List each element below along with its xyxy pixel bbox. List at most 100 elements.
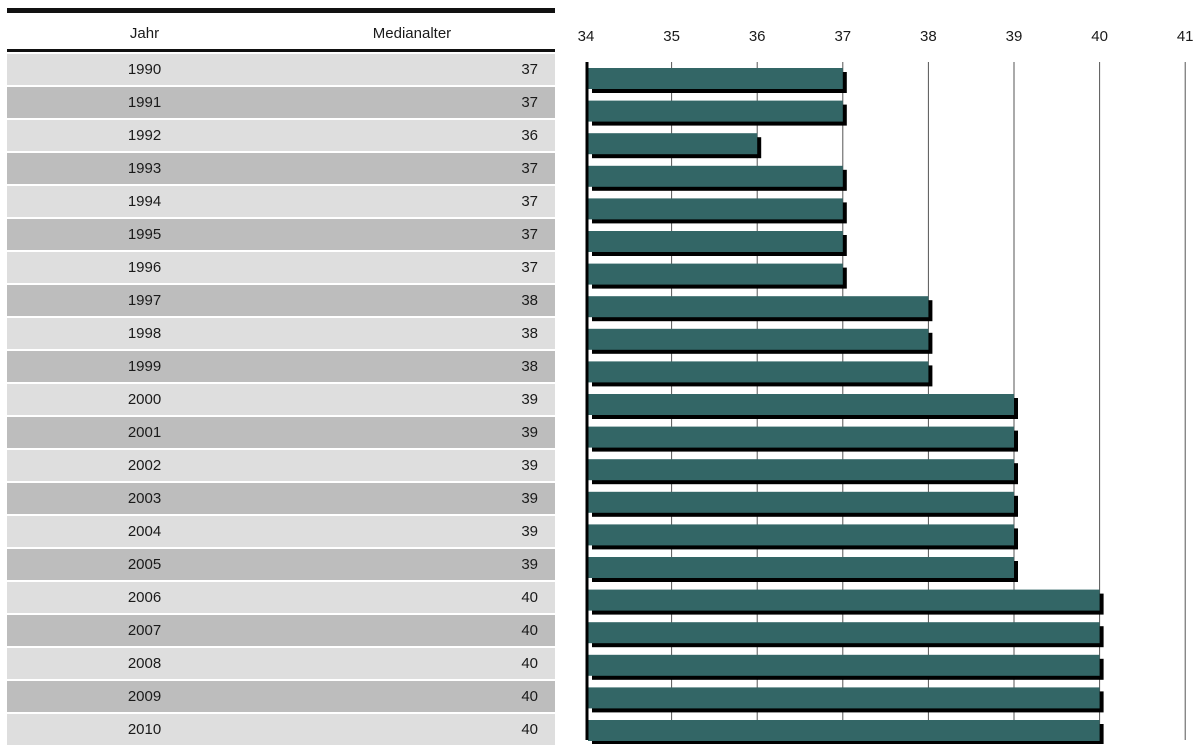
table-cell-year: 1992 [127, 127, 162, 144]
bar [588, 165, 843, 187]
bar [588, 720, 1100, 741]
table-cell-median-age: 39 [521, 490, 538, 507]
bar [588, 263, 843, 285]
x-tick-label: 38 [920, 28, 937, 45]
bar [588, 133, 758, 155]
table-row: 2006 40 [7, 582, 555, 613]
table-cell-year: 2005 [127, 556, 162, 573]
table-cell-median-age: 36 [521, 127, 538, 144]
bar [588, 557, 1014, 578]
table-cell-year: 1996 [127, 259, 162, 276]
bar [588, 100, 843, 122]
bar [588, 589, 1100, 611]
table-row: 2005 39 [7, 549, 555, 580]
bar [588, 361, 929, 383]
table-cell-year: 2010 [127, 721, 162, 738]
bar [588, 491, 1014, 513]
table-cell-median-age: 37 [521, 193, 538, 210]
table-cell-year: 1999 [127, 358, 162, 375]
chart-svg: 34 35 36 37 38 39 40 41 [578, 28, 1194, 744]
bar [588, 394, 1014, 415]
bar [588, 622, 1100, 644]
table-cell-year: 2000 [127, 391, 162, 408]
table-cell-median-age: 40 [521, 688, 538, 705]
table-cell-median-age: 37 [521, 259, 538, 276]
table-cell-year: 2002 [127, 457, 162, 474]
table-cell-year: 1993 [127, 160, 162, 177]
table-cell-median-age: 37 [521, 226, 538, 243]
table-cell-year: 1995 [127, 226, 162, 243]
bar-chart: 34 35 36 37 38 39 40 41 [560, 0, 1197, 744]
table-cell-year: 1994 [127, 193, 162, 210]
bar [588, 459, 1014, 481]
table-row: 1995 37 [7, 219, 555, 250]
table-cell-median-age: 40 [521, 721, 538, 738]
table-cell-year: 2007 [127, 622, 162, 639]
bar [588, 231, 843, 252]
table-cell-year: 1990 [127, 61, 162, 78]
table-cell-median-age: 39 [521, 523, 538, 540]
table-cell-median-age: 38 [521, 358, 538, 375]
table-cell-year: 1997 [127, 292, 162, 309]
table-row: 2002 39 [7, 450, 555, 481]
table-cell-median-age: 38 [521, 325, 538, 342]
table-cell-year: 2004 [127, 523, 162, 540]
x-tick-label: 41 [1177, 28, 1194, 45]
table-row: 1993 37 [7, 153, 555, 184]
table-row: 1998 38 [7, 318, 555, 349]
bar [588, 524, 1014, 546]
table-row: 2009 40 [7, 681, 555, 712]
table-body: 1990 37 1991 37 1992 36 1993 37 1994 37 1995 37 1996… [7, 54, 555, 745]
table-row: 2008 40 [7, 648, 555, 679]
table-cell-median-age: 40 [521, 655, 538, 672]
header-median-age: Medianalter [372, 25, 452, 42]
table-row: 1990 37 [7, 54, 555, 85]
bar [588, 654, 1100, 676]
table-cell-median-age: 37 [521, 160, 538, 177]
table-cell-median-age: 37 [521, 94, 538, 111]
table-cell-year: 2008 [127, 655, 162, 672]
table-row: 2010 40 [7, 714, 555, 745]
table-cell-year: 2006 [127, 589, 162, 606]
table-header-rule [7, 49, 555, 52]
header-year: Jahr [129, 25, 160, 42]
bar [588, 296, 929, 318]
x-tick-label: 35 [663, 28, 680, 45]
x-tick-label: 34 [578, 28, 595, 45]
bar [588, 68, 843, 89]
table-cell-median-age: 39 [521, 457, 538, 474]
table-cell-median-age: 39 [521, 424, 538, 441]
table-cell-year: 2001 [127, 424, 162, 441]
table-cell-year: 1991 [127, 94, 162, 111]
x-tick-label: 36 [749, 28, 766, 45]
bar [588, 328, 929, 350]
table-row: 1999 38 [7, 351, 555, 382]
table-row: 2003 39 [7, 483, 555, 514]
table-row: 2000 39 [7, 384, 555, 415]
table-cell-year: 1998 [127, 325, 162, 342]
table-header: Jahr Medianalter [7, 13, 555, 49]
table-row: 1997 38 [7, 285, 555, 316]
table-cell-median-age: 40 [521, 589, 538, 606]
table-cell-year: 2009 [127, 688, 162, 705]
bar [588, 198, 843, 220]
table-row: 1991 37 [7, 87, 555, 118]
table-row: 2001 39 [7, 417, 555, 448]
bar [588, 426, 1014, 448]
table-cell-median-age: 37 [521, 61, 538, 78]
table-row: 1992 36 [7, 120, 555, 151]
table-cell-median-age: 38 [521, 292, 538, 309]
x-tick-label: 40 [1091, 28, 1108, 45]
data-table: Jahr Medianalter 1990 37 1991 37 1992 36 1993 3… [7, 8, 555, 745]
table-cell-median-age: 39 [521, 391, 538, 408]
table-row: 2007 40 [7, 615, 555, 646]
table-row: 1994 37 [7, 186, 555, 217]
x-tick-label: 37 [834, 28, 851, 45]
bar [588, 687, 1100, 709]
x-tick-label: 39 [1006, 28, 1023, 45]
table-row: 2004 39 [7, 516, 555, 547]
table-top-rule [7, 8, 555, 13]
table-cell-year: 2003 [127, 490, 162, 507]
table-cell-median-age: 40 [521, 622, 538, 639]
table-row: 1996 37 [7, 252, 555, 283]
